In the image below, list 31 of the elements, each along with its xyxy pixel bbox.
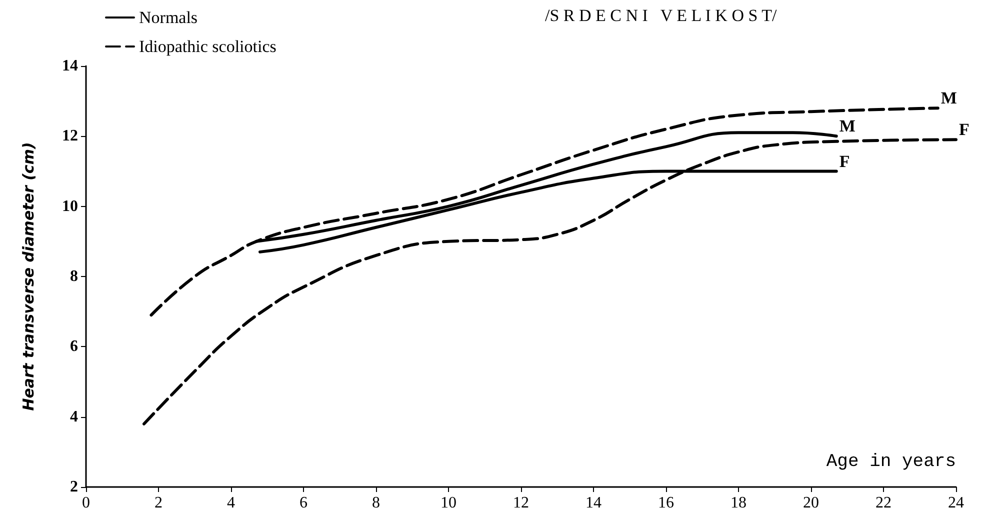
x-tick-label: 14: [586, 494, 602, 512]
y-axis-title: Heart transverse diameter (cm): [20, 142, 38, 411]
chart-title: /S R D E C N I V E L I K O S T/: [545, 6, 777, 25]
y-tick-label: 4: [70, 408, 78, 426]
y-tick-label: 14: [62, 58, 78, 74]
x-tick-label: 8: [372, 494, 380, 512]
x-tick-label: 18: [730, 494, 746, 512]
x-tick-label: 20: [803, 494, 819, 512]
x-tick-label: 2: [154, 494, 162, 512]
x-tick-label: 10: [440, 494, 456, 512]
line-series: [142, 138, 958, 426]
x-axis-title: Age in years: [826, 452, 956, 472]
x-tick-label: 22: [876, 494, 892, 512]
x-tick-label: 0: [82, 494, 90, 512]
y-tick-label: 6: [70, 338, 78, 356]
y-tick-label: 12: [62, 128, 78, 145]
legend-label: Normals: [139, 8, 198, 27]
y-tick-label: 2: [70, 478, 78, 496]
x-tick-label: 12: [513, 494, 529, 512]
line-series: [150, 106, 940, 317]
annotation: F: [959, 120, 970, 140]
y-tick-label: 8: [70, 268, 78, 285]
annotation: M: [940, 88, 957, 108]
x-tick-label: 6: [300, 494, 308, 512]
x-tick-label: 16: [658, 494, 674, 512]
legend-label: Idiopathic scoliotics: [139, 37, 276, 56]
annotation: F: [839, 152, 850, 171]
y-tick-label: 10: [62, 198, 78, 215]
annotation: M: [839, 116, 856, 136]
x-tick-label: 24: [948, 494, 964, 512]
x-tick-label: 4: [227, 494, 235, 512]
